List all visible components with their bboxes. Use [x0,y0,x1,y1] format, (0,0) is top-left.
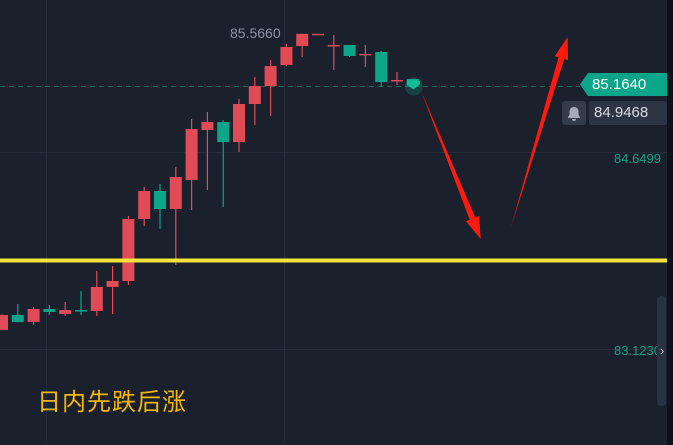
trend-arrow [510,37,569,228]
y-tick-label: 84.6499 [614,151,661,166]
candle-up [264,66,277,87]
candle-up [169,177,182,210]
candle-up [391,79,403,82]
bell-icon [568,106,580,121]
price-axis-scrollbar[interactable] [657,296,666,406]
candle-down [43,309,56,312]
candle-down [217,122,230,143]
candle-up [0,314,8,331]
candle-up [201,122,214,131]
alert-price-value[interactable]: 84.9468 [589,101,667,125]
candle-up [233,103,245,143]
support-line [0,258,667,263]
candle-up [106,281,119,287]
high-price-label: 85.5660 [230,25,281,41]
candle-up [359,53,372,56]
current-price-marker [406,80,420,90]
candle-down [11,314,24,323]
candle-down [343,45,356,56]
candle-down [154,190,166,210]
annotation-caption: 日内先跌后涨 [37,388,187,416]
candle-up [59,310,72,315]
candle-down [75,310,87,312]
candle-up [312,33,324,36]
candle-up [138,190,151,219]
candle-up [296,33,309,47]
candle-up [90,286,103,311]
price-alert-button[interactable] [562,101,586,125]
candle-up [248,86,261,104]
candle-up [27,309,40,323]
candle-down [375,51,388,83]
candle-up [327,45,340,47]
y-tick-label: 83.1230 [614,343,661,358]
candle-up [185,129,198,180]
chart-edge [667,0,673,445]
trend-arrow [420,90,481,240]
candle-up [122,218,135,282]
last-price-tag: 85.1640 [580,73,668,96]
chevron-right-icon[interactable]: › [660,343,665,358]
candle-up [280,46,293,66]
